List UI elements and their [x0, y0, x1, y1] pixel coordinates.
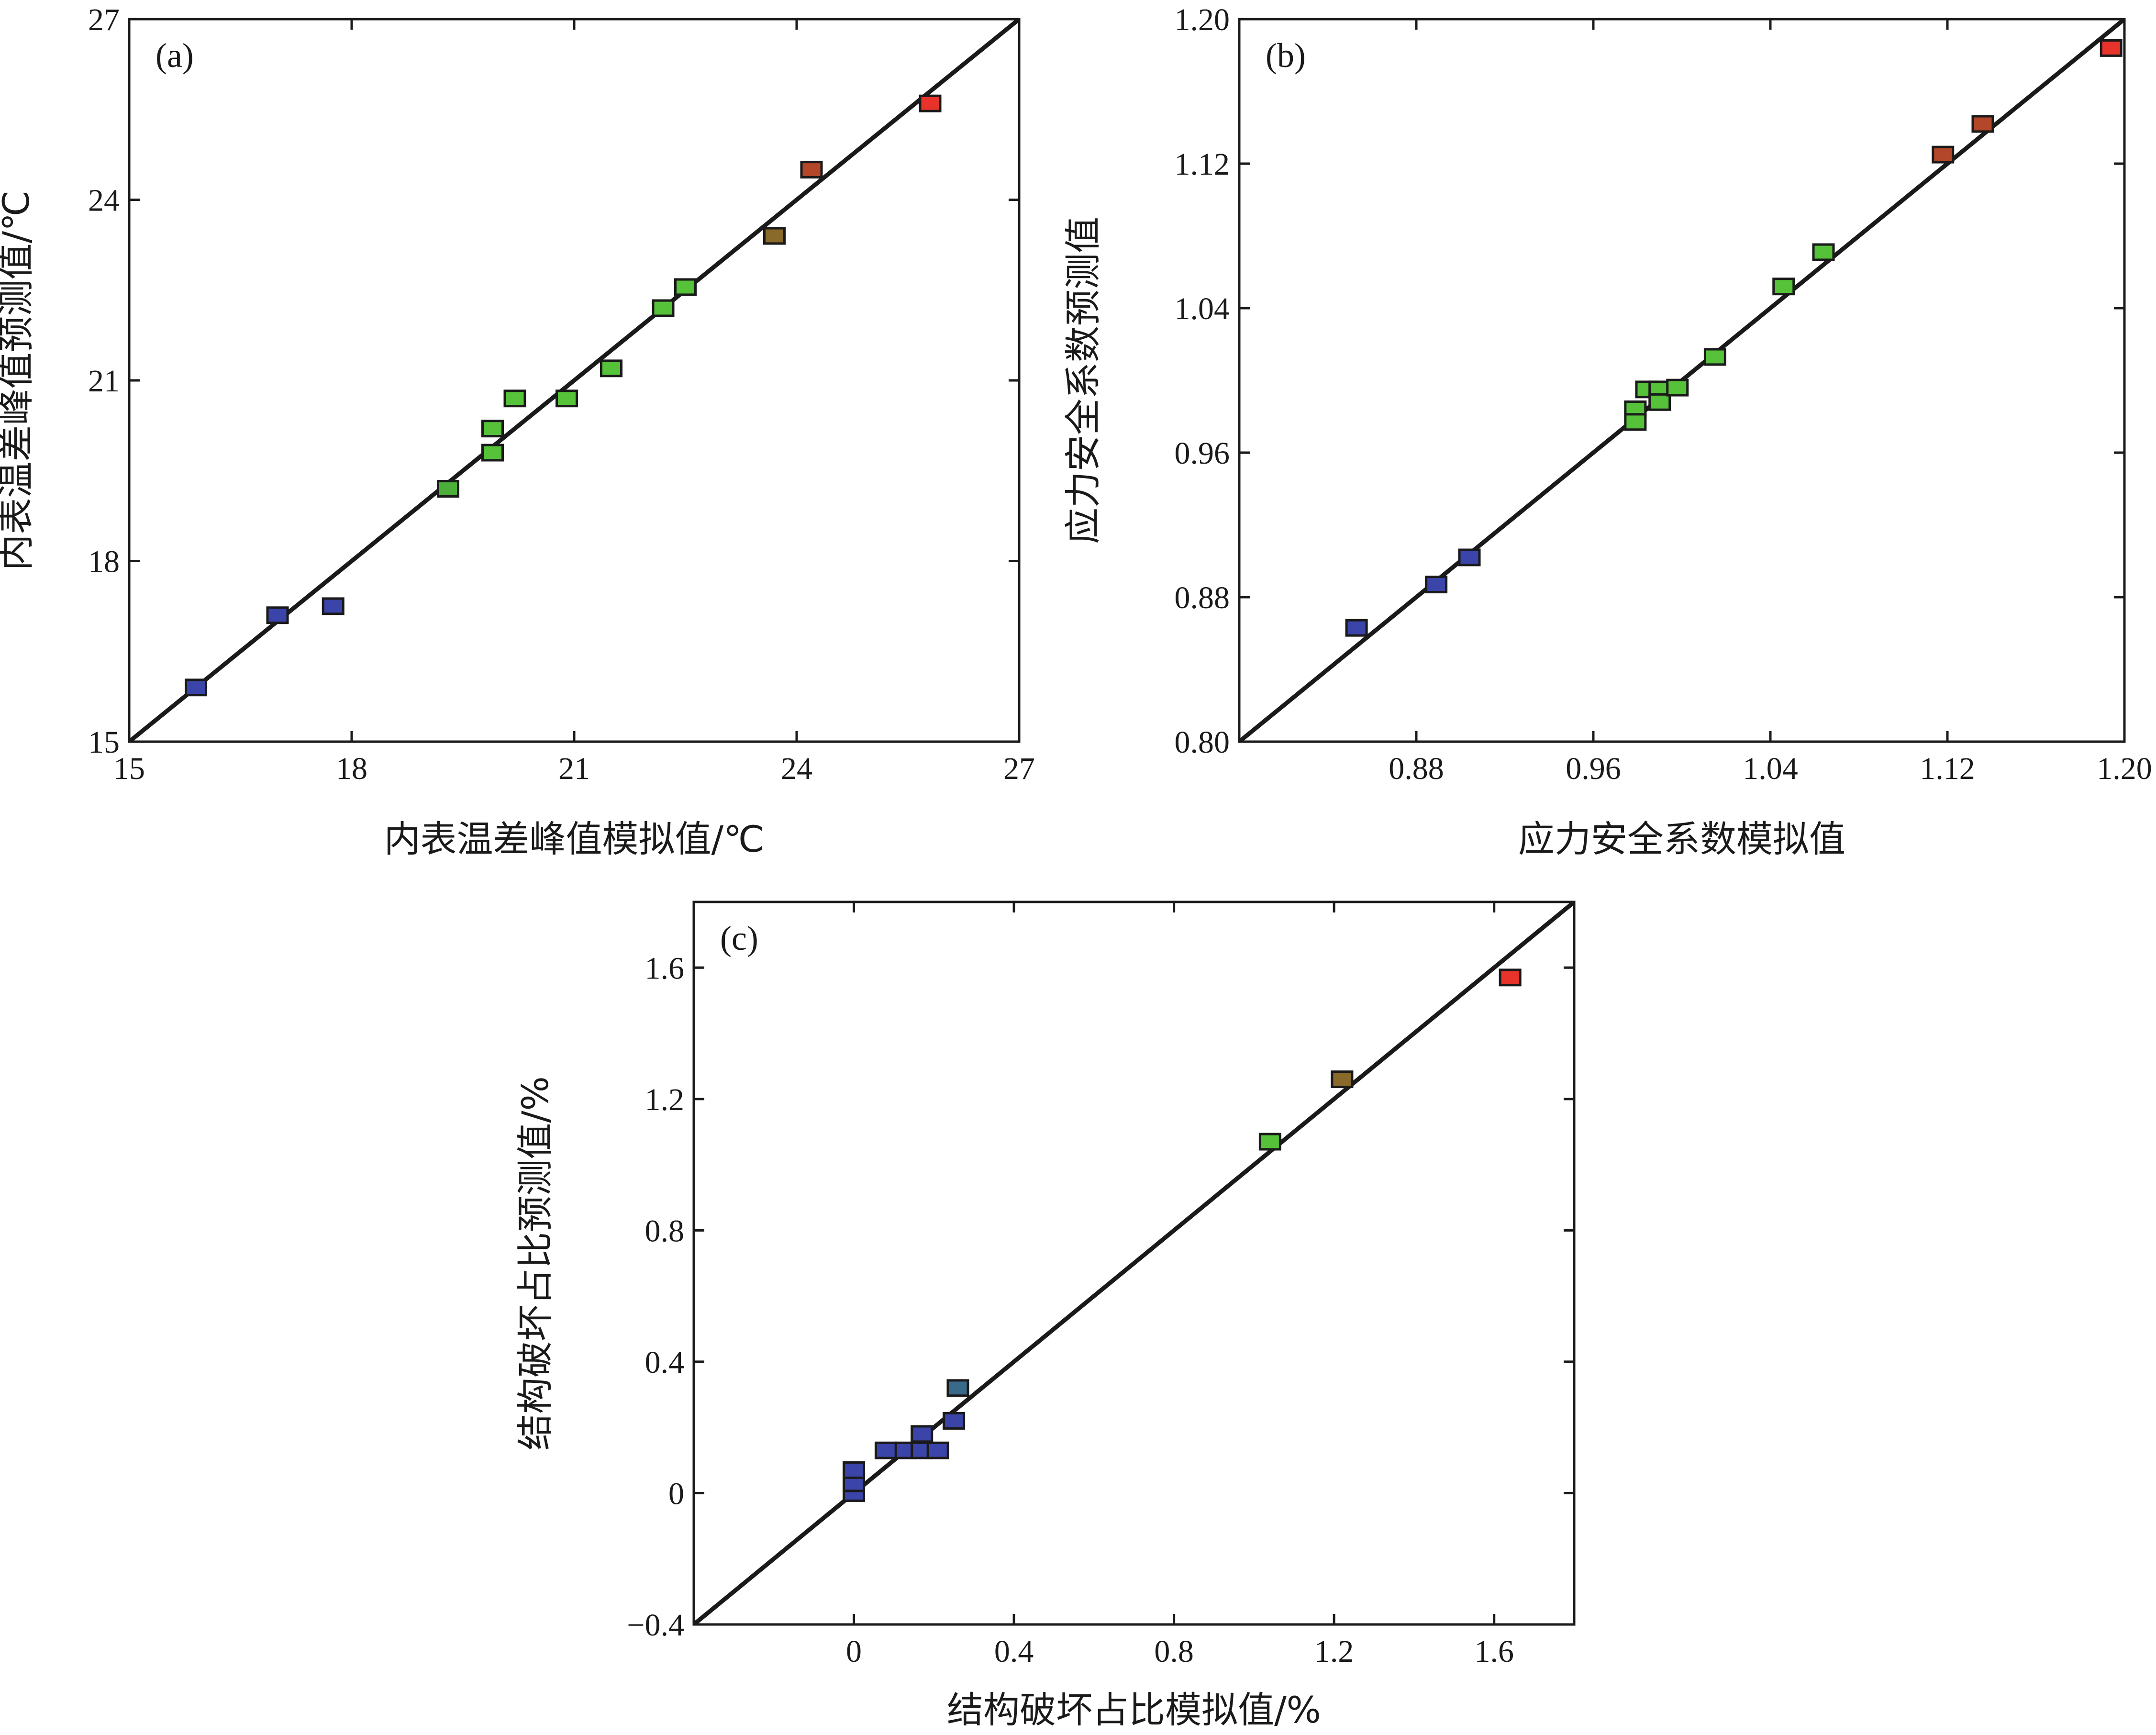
y-axis-label: 内表温差峰值预测值/℃	[0, 190, 37, 571]
x-tick-label: 1.12	[1920, 751, 1975, 786]
y-tick-label: −0.4	[627, 1608, 684, 1643]
y-tick-label: 21	[88, 364, 120, 399]
data-point	[1703, 348, 1726, 366]
data-point	[674, 278, 697, 296]
data-point	[1425, 576, 1448, 594]
y-tick-label: 0.88	[1175, 580, 1230, 615]
x-tick-label: 0	[846, 1634, 862, 1669]
x-tick-label: 24	[781, 751, 812, 786]
data-point	[1772, 278, 1795, 296]
panel-label: (a)	[156, 36, 194, 75]
data-point	[926, 1441, 949, 1459]
y-tick-label: 1.12	[1175, 147, 1230, 182]
data-point	[874, 1441, 897, 1459]
x-tick-label: 0.96	[1566, 751, 1621, 786]
data-point	[503, 389, 526, 408]
data-point	[185, 678, 207, 697]
y-tick-label: 1.20	[1175, 2, 1230, 37]
data-point	[800, 161, 823, 179]
data-point	[946, 1379, 969, 1397]
x-tick-label: 0.4	[994, 1634, 1034, 1669]
x-tick-label: 1.6	[1474, 1634, 1514, 1669]
data-point	[556, 389, 578, 408]
data-point	[911, 1425, 934, 1443]
x-tick-label: 0.8	[1154, 1634, 1194, 1669]
y-tick-label: 0.4	[645, 1345, 685, 1380]
data-point	[652, 299, 675, 317]
data-point	[2100, 39, 2123, 57]
y-axis-label: 结构破坏占比预测值/%	[514, 1076, 556, 1450]
panel-label: (c)	[720, 919, 758, 957]
data-point	[763, 227, 786, 245]
data-point	[266, 606, 289, 624]
data-point	[1499, 968, 1522, 987]
data-point	[1666, 378, 1689, 397]
data-point	[600, 359, 622, 378]
chart-panel-c: 0 0.4 0.8 1.2 1.6 −0.4 0 0.4 0.8 1.2 1.6 结构破坏占比模拟值/…	[514, 901, 1576, 1731]
y-tick-label: 0.80	[1175, 725, 1230, 760]
reference-line-y-equals-x	[129, 19, 1019, 742]
data-point	[481, 420, 504, 438]
plot-frame	[1238, 18, 2126, 743]
data-point	[1971, 115, 1994, 133]
y-tick-label: 0.96	[1175, 436, 1230, 471]
x-tick-label: 0.88	[1389, 751, 1444, 786]
x-tick-label: 1.04	[1743, 751, 1798, 786]
chart-panel-b: 0.88 0.96 1.04 1.12 1.20 0.80 0.88 0.96 1.04 1.12…	[1062, 2, 2152, 860]
data-point	[1624, 413, 1647, 431]
data-point	[843, 1461, 866, 1479]
data-point	[1345, 619, 1368, 637]
panel-label: (b)	[1266, 36, 1306, 75]
y-tick-label: 24	[88, 183, 120, 218]
x-tick-label: 18	[336, 751, 367, 786]
reference-line-y-equals-x	[694, 902, 1574, 1624]
data-point	[919, 94, 942, 112]
x-axis-label: 应力安全系数模拟值	[1518, 818, 1845, 860]
x-axis-label: 结构破坏占比模拟值/%	[947, 1689, 1321, 1731]
data-point	[1812, 243, 1835, 261]
y-tick-label: 1.04	[1175, 291, 1230, 326]
y-tick-label: 18	[88, 545, 120, 579]
x-tick-label: 1.20	[2097, 751, 2152, 786]
data-point	[1648, 393, 1671, 411]
x-axis-label: 内表温差峰值模拟值/℃	[384, 818, 765, 860]
data-point	[943, 1412, 966, 1430]
chart-panel-a: 15 18 21 24 27 15 18 21 24 27 内表温差峰值模拟值/℃ 内表温差峰值预测值…	[0, 2, 1035, 860]
data-point	[1932, 145, 1955, 164]
y-tick-label: 1.6	[645, 951, 685, 986]
data-point	[481, 444, 504, 462]
y-tick-label: 1.2	[645, 1082, 685, 1117]
x-tick-label: 1.2	[1314, 1634, 1354, 1669]
data-point	[1258, 1133, 1281, 1151]
x-tick-label: 27	[1003, 751, 1035, 786]
data-point	[1331, 1070, 1354, 1089]
plot-frame	[692, 901, 1576, 1626]
y-tick-label: 0.8	[645, 1213, 685, 1248]
data-point	[1458, 548, 1481, 567]
y-tick-label: 15	[88, 725, 120, 760]
y-axis-label: 应力安全系数预测值	[1062, 217, 1104, 544]
y-tick-label: 0	[668, 1476, 684, 1511]
data-point	[437, 480, 459, 498]
data-point	[322, 597, 345, 615]
x-tick-label: 15	[113, 751, 145, 786]
x-tick-label: 21	[558, 751, 590, 786]
y-tick-label: 27	[88, 2, 120, 37]
